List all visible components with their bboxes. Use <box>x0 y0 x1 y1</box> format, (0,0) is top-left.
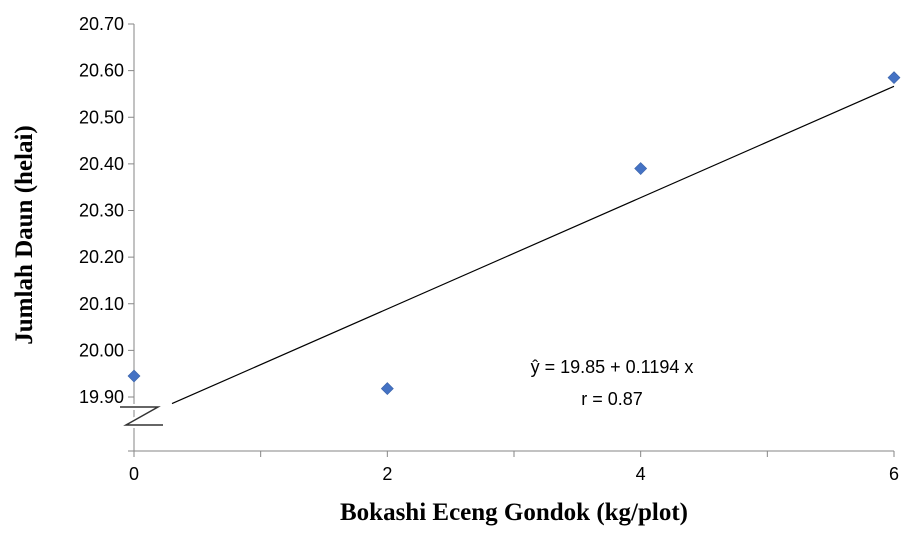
data-point <box>887 71 901 85</box>
y-tick-label: 20.60 <box>79 61 124 81</box>
axis-break-icon <box>114 404 170 428</box>
y-tick-label: 20.10 <box>79 294 124 314</box>
x-tick-label: 2 <box>382 464 392 484</box>
data-point <box>127 369 141 383</box>
correlation-label: r = 0.87 <box>581 389 643 409</box>
data-point <box>634 162 648 175</box>
data-points <box>127 71 901 396</box>
x-tick-label: 6 <box>889 464 899 484</box>
x-tick-label: 0 <box>129 464 139 484</box>
x-axis: 0 2 4 6 <box>129 450 899 484</box>
y-tick-label: 20.20 <box>79 247 124 267</box>
data-point <box>380 382 394 396</box>
y-tick-label: 20.00 <box>79 340 124 360</box>
y-tick-label: 20.30 <box>79 201 124 221</box>
y-axis-title: Jumlah Daun (helai) <box>11 125 38 344</box>
x-axis-title: Bokashi Eceng Gondok (kg/plot) <box>340 499 688 526</box>
x-tick-label: 4 <box>636 464 646 484</box>
y-tick-label: 20.50 <box>79 107 124 127</box>
y-tick-label: 20.70 <box>79 14 124 34</box>
y-tick-label: 20.40 <box>79 154 124 174</box>
y-axis: 19.90 20.00 20.10 20.20 20.30 20.40 20.50 20.60… <box>79 14 135 452</box>
trendline <box>171 85 895 405</box>
regression-equation: ŷ = 19.85 + 0.1194 x <box>531 357 694 377</box>
y-tick-label: 19.90 <box>79 387 124 407</box>
